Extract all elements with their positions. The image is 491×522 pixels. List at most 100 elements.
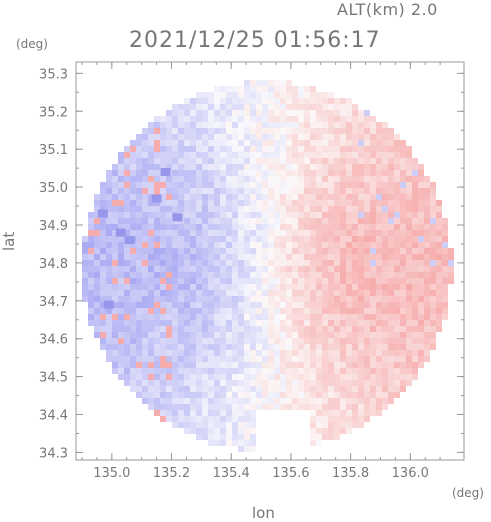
velocity-cell [196, 182, 202, 188]
velocity-cell [334, 362, 340, 368]
velocity-cell [292, 194, 298, 200]
velocity-cell [256, 350, 262, 356]
velocity-cell [376, 218, 382, 224]
velocity-cell [190, 110, 196, 116]
velocity-cell [106, 284, 112, 290]
velocity-cell [412, 290, 418, 296]
velocity-cell [376, 362, 382, 368]
velocity-cell [202, 230, 208, 236]
velocity-cell [304, 314, 310, 320]
velocity-cell [202, 386, 208, 392]
velocity-cell [178, 386, 184, 392]
velocity-cell [166, 290, 172, 296]
velocity-cell [136, 350, 142, 356]
velocity-cell [256, 80, 262, 86]
velocity-cell [274, 290, 280, 296]
velocity-cell [418, 224, 424, 230]
velocity-cell [412, 224, 418, 230]
velocity-cell [436, 212, 442, 218]
velocity-cell [130, 206, 136, 212]
velocity-cell [202, 254, 208, 260]
velocity-cell [406, 242, 412, 248]
velocity-cell [352, 224, 358, 230]
velocity-cell [316, 122, 322, 128]
velocity-cell [268, 380, 274, 386]
velocity-cell [418, 338, 424, 344]
velocity-cell [220, 230, 226, 236]
velocity-cell [124, 272, 130, 278]
velocity-cell [424, 224, 430, 230]
velocity-cell [346, 128, 352, 134]
velocity-cell [238, 272, 244, 278]
velocity-cell [358, 188, 364, 194]
velocity-cell [196, 398, 202, 404]
velocity-cell [340, 338, 346, 344]
y-tick-label: 34.4 [39, 409, 68, 424]
velocity-cell [166, 392, 172, 398]
velocity-cell [298, 182, 304, 188]
velocity-cell [262, 92, 268, 98]
velocity-cell [136, 290, 142, 296]
velocity-cell [358, 404, 364, 410]
velocity-cell [94, 236, 100, 242]
velocity-cell [238, 296, 244, 302]
velocity-cell [316, 218, 322, 224]
velocity-cell [154, 338, 160, 344]
velocity-cell [334, 116, 340, 122]
velocity-cell [310, 146, 316, 152]
velocity-cell [274, 176, 280, 182]
velocity-cell [268, 248, 274, 254]
velocity-cell [292, 230, 298, 236]
velocity-cell [292, 332, 298, 338]
velocity-cell [412, 170, 418, 176]
velocity-cell [340, 116, 346, 122]
velocity-cell [340, 224, 346, 230]
velocity-cell [334, 200, 340, 206]
velocity-cell [202, 236, 208, 242]
velocity-cell [400, 290, 406, 296]
velocity-cell [268, 98, 274, 104]
velocity-cell [148, 218, 154, 224]
velocity-cell [292, 146, 298, 152]
velocity-cell [178, 140, 184, 146]
velocity-cell [184, 302, 190, 308]
velocity-cell [334, 392, 340, 398]
velocity-cell [178, 326, 184, 332]
velocity-cell [412, 284, 418, 290]
velocity-cell [286, 116, 292, 122]
velocity-cell [226, 272, 232, 278]
velocity-cell [334, 206, 340, 212]
velocity-cell [298, 146, 304, 152]
velocity-cell [154, 368, 160, 374]
velocity-cell [310, 104, 316, 110]
velocity-cell [250, 116, 256, 122]
velocity-cell [232, 200, 238, 206]
velocity-cell [142, 236, 148, 242]
velocity-cell [400, 338, 406, 344]
velocity-cell [334, 386, 340, 392]
velocity-cell [298, 164, 304, 170]
velocity-cell [130, 290, 136, 296]
velocity-cell [190, 290, 196, 296]
velocity-cell [256, 260, 262, 266]
velocity-cell [358, 236, 364, 242]
velocity-cell [280, 326, 286, 332]
velocity-cell [394, 134, 400, 140]
velocity-cell [256, 122, 262, 128]
velocity-cell [316, 392, 322, 398]
velocity-cell [232, 146, 238, 152]
velocity-cell [220, 356, 226, 362]
velocity-cell [256, 116, 262, 122]
velocity-cell [178, 332, 184, 338]
velocity-cell [364, 338, 370, 344]
velocity-cell [256, 272, 262, 278]
velocity-cell [280, 284, 286, 290]
velocity-cell [100, 248, 106, 254]
velocity-cell [346, 338, 352, 344]
velocity-cell [286, 158, 292, 164]
velocity-cell [328, 296, 334, 302]
velocity-cell [142, 380, 148, 386]
velocity-cell [268, 200, 274, 206]
velocity-cell [184, 344, 190, 350]
